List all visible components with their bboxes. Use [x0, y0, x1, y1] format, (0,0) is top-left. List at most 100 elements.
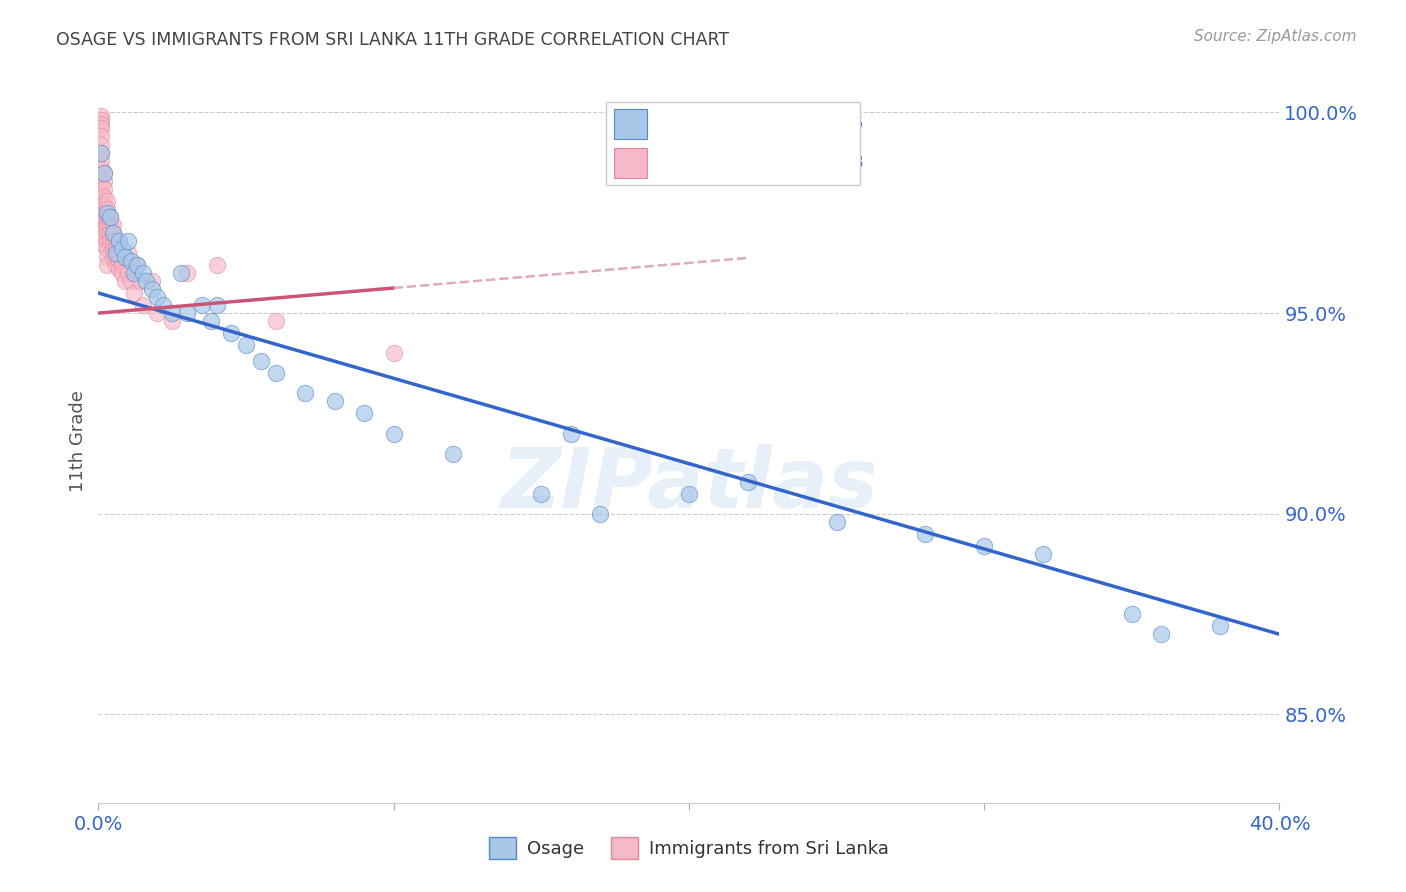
Point	[205, 258, 228, 272]
Point	[162, 314, 183, 328]
Point	[98, 210, 121, 224]
Point	[152, 298, 174, 312]
Point	[93, 214, 115, 228]
Point	[122, 286, 145, 301]
Point	[96, 206, 118, 220]
Point	[96, 210, 118, 224]
Point	[90, 145, 112, 160]
Point	[973, 539, 995, 553]
Point	[264, 314, 287, 328]
Point	[105, 250, 128, 264]
Point	[914, 526, 936, 541]
Point	[250, 354, 273, 368]
Point	[90, 145, 112, 160]
Point	[146, 290, 169, 304]
Point	[205, 298, 228, 312]
Text: ZIPatlas: ZIPatlas	[501, 444, 877, 525]
Point	[93, 174, 115, 188]
Point	[90, 110, 112, 124]
Point	[117, 266, 139, 280]
Point	[93, 182, 115, 196]
Point	[108, 246, 131, 260]
Point	[93, 222, 115, 236]
Point	[105, 234, 128, 248]
Point	[120, 254, 142, 268]
Point	[103, 226, 125, 240]
Point	[103, 218, 125, 232]
Point	[132, 298, 155, 312]
Point	[105, 258, 128, 272]
Point	[103, 226, 125, 240]
Point	[98, 218, 121, 232]
Point	[103, 242, 125, 256]
Point	[117, 234, 139, 248]
Point	[221, 326, 243, 341]
Point	[96, 258, 118, 272]
Text: Source: ZipAtlas.com: Source: ZipAtlas.com	[1194, 29, 1357, 44]
Point	[96, 194, 118, 208]
Point	[176, 306, 198, 320]
Point	[1121, 607, 1143, 622]
Point	[111, 266, 134, 280]
Point	[135, 274, 157, 288]
Legend: Osage, Immigrants from Sri Lanka: Osage, Immigrants from Sri Lanka	[482, 830, 896, 866]
Point	[111, 242, 134, 256]
Point	[122, 266, 145, 280]
Point	[96, 218, 118, 232]
Point	[103, 250, 125, 264]
Point	[96, 242, 118, 256]
Point	[96, 226, 118, 240]
Point	[678, 487, 700, 501]
Point	[90, 113, 112, 128]
Point	[98, 210, 121, 224]
Point	[353, 407, 375, 421]
Point	[162, 306, 183, 320]
Point	[105, 246, 128, 260]
Point	[191, 298, 214, 312]
Point	[264, 367, 287, 381]
Point	[1032, 547, 1054, 561]
Point	[93, 206, 115, 220]
Point	[93, 230, 115, 244]
Point	[90, 178, 112, 192]
Point	[105, 242, 128, 256]
Point	[323, 394, 346, 409]
Text: OSAGE VS IMMIGRANTS FROM SRI LANKA 11TH GRADE CORRELATION CHART: OSAGE VS IMMIGRANTS FROM SRI LANKA 11TH …	[56, 31, 730, 49]
Point	[111, 258, 134, 272]
Point	[141, 282, 163, 296]
Point	[96, 202, 118, 216]
Point	[382, 346, 405, 360]
Point	[96, 234, 118, 248]
Point	[114, 250, 136, 264]
Point	[90, 121, 112, 136]
Point	[125, 258, 148, 272]
Point	[441, 446, 464, 460]
Point	[90, 186, 112, 200]
Point	[737, 475, 759, 489]
Point	[96, 250, 118, 264]
Point	[128, 274, 150, 288]
Point	[200, 314, 222, 328]
Point	[93, 166, 115, 180]
Point	[98, 234, 121, 248]
Point	[90, 137, 112, 152]
Point	[108, 254, 131, 268]
Point	[117, 246, 139, 260]
Point	[90, 153, 112, 168]
Point	[103, 234, 125, 248]
Point	[90, 169, 112, 184]
Point	[98, 226, 121, 240]
Point	[294, 386, 316, 401]
Point	[530, 487, 553, 501]
Point	[560, 426, 582, 441]
Point	[825, 515, 848, 529]
Point	[114, 274, 136, 288]
Point	[382, 426, 405, 441]
Point	[108, 234, 131, 248]
Point	[176, 266, 198, 280]
Point	[1150, 627, 1173, 641]
Point	[589, 507, 612, 521]
Point	[93, 166, 115, 180]
Point	[90, 129, 112, 144]
Point	[141, 274, 163, 288]
